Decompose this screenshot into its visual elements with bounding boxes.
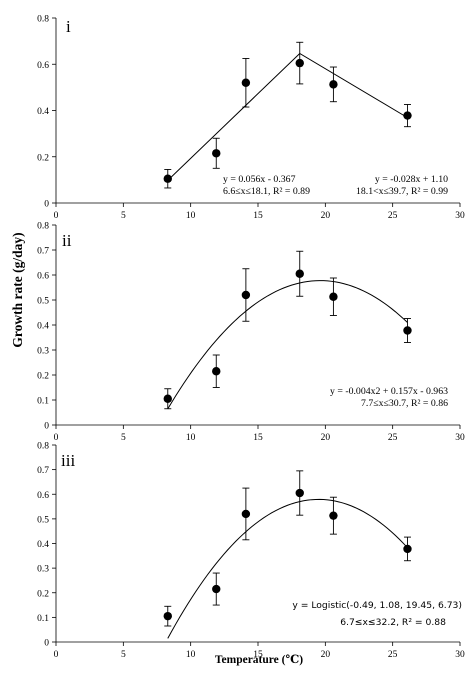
x-tick-label: 25 [388,211,398,221]
x-tick-label: 15 [253,211,263,221]
x-tick-label: 10 [186,211,196,221]
panel-label: iii [61,451,75,470]
y-tick-label: 0 [44,639,49,649]
x-tick-label: 30 [455,211,465,221]
data-point [295,269,304,278]
y-tick-label: 0.7 [37,247,49,257]
y-tick-label: 0.5 [37,297,49,307]
fit-equation-line: y = -0.004x2 + 0.157x - 0.963 [330,386,448,397]
x-tick-label: 15 [253,650,263,660]
data-point [329,80,338,89]
fit-curve [167,52,408,181]
data-point [163,394,172,403]
data-point [295,58,304,68]
x-tick-label: 5 [121,211,126,221]
y-tick-label: 0.2 [37,153,49,163]
data-point [212,367,221,376]
x-tick-label: 30 [455,433,465,443]
x-tick-label: 20 [321,433,331,443]
y-tick-label: 0.2 [37,589,49,599]
x-tick-label: 20 [321,211,331,221]
x-tick-label: 5 [121,433,126,443]
x-tick-label: 15 [253,433,263,443]
panel-label: ii [62,231,72,250]
data-point [403,326,412,335]
data-point [295,488,304,498]
x-tick-label: 25 [388,433,398,443]
data-point [212,584,221,594]
panel-label: i [66,17,71,36]
data-point [241,509,251,519]
y-tick-label: 0.3 [37,565,49,575]
x-tick-label: 10 [186,650,196,660]
x-axis-label: Temperature (℃) [215,654,303,666]
data-point [241,78,251,87]
x-tick-label: 10 [186,433,196,443]
y-tick-label: 0.4 [37,540,49,550]
data-point [163,611,172,621]
x-tick-label: 5 [121,650,126,660]
data-point [241,290,251,300]
y-tick-label: 0.4 [37,322,49,332]
y-tick-label: 0.6 [37,491,49,501]
y-tick-label: 0.5 [37,515,49,525]
fit-equation-line: y = Logistic(-0.49, 1.08, 19.45, 6.73) [292,600,462,611]
fit-equation-line: 6.7≤x≤32.2, R² = 0.88 [340,617,446,628]
x-tick-label: 20 [321,650,331,660]
data-point [403,544,412,554]
y-tick-label: 0.4 [37,107,49,117]
x-tick-label: 30 [455,650,465,660]
chart-panel-ii: 0 0.1 0.2 0.3 0.4 0.5 0.6 0.7 0.8 0 5 10 15 20 25 30 ii y… [37,222,465,444]
y-tick-label: 0.8 [37,222,49,232]
x-tick-label: 0 [54,211,59,221]
y-tick-label: 0 [44,422,49,432]
data-point [403,111,412,120]
y-tick-label: 0.2 [37,372,49,382]
chart-panel-iii: 0 0.1 0.2 0.3 0.4 0.5 0.6 0.7 0.8 0 5 10 15 20 25 30 iii… [37,442,465,661]
fit-equation-line: y = -0.028x + 1.10 [375,174,448,185]
y-tick-label: 0.3 [37,347,49,357]
y-tick-label: 0.8 [37,442,49,452]
y-tick-label: 0 [44,200,49,210]
fit-equation-line: 7.7≤x≤30.7, R² = 0.86 [361,398,448,409]
y-tick-label: 0.6 [37,272,49,282]
fit-curve [167,498,408,639]
y-tick-label: 0.7 [37,466,49,476]
x-tick-label: 0 [54,433,59,443]
data-point [212,149,221,158]
y-tick-label: 0.1 [37,397,49,407]
y-tick-label: 0.6 [37,61,49,71]
chart-panel-i: 0 0.2 0.4 0.6 0.8 0 5 10 15 20 25 30 i y = 0.056x - 0… [37,15,465,222]
data-point [329,511,338,520]
fit-curve [167,280,408,410]
x-tick-label: 0 [54,650,59,660]
fit-equation-line: 18.1<x≤39.7, R² = 0.99 [356,186,448,197]
x-tick-label: 25 [388,650,398,660]
y-tick-label: 0.1 [37,614,49,624]
fit-equation-line: 6.6≤x≤18.1, R² = 0.89 [223,186,310,197]
y-axis-label: Growth rate (g/day) [10,232,25,347]
data-point [163,174,172,183]
data-point [329,292,338,301]
fit-equation-line: y = 0.056x - 0.367 [223,174,296,185]
y-tick-label: 0.8 [37,15,49,25]
